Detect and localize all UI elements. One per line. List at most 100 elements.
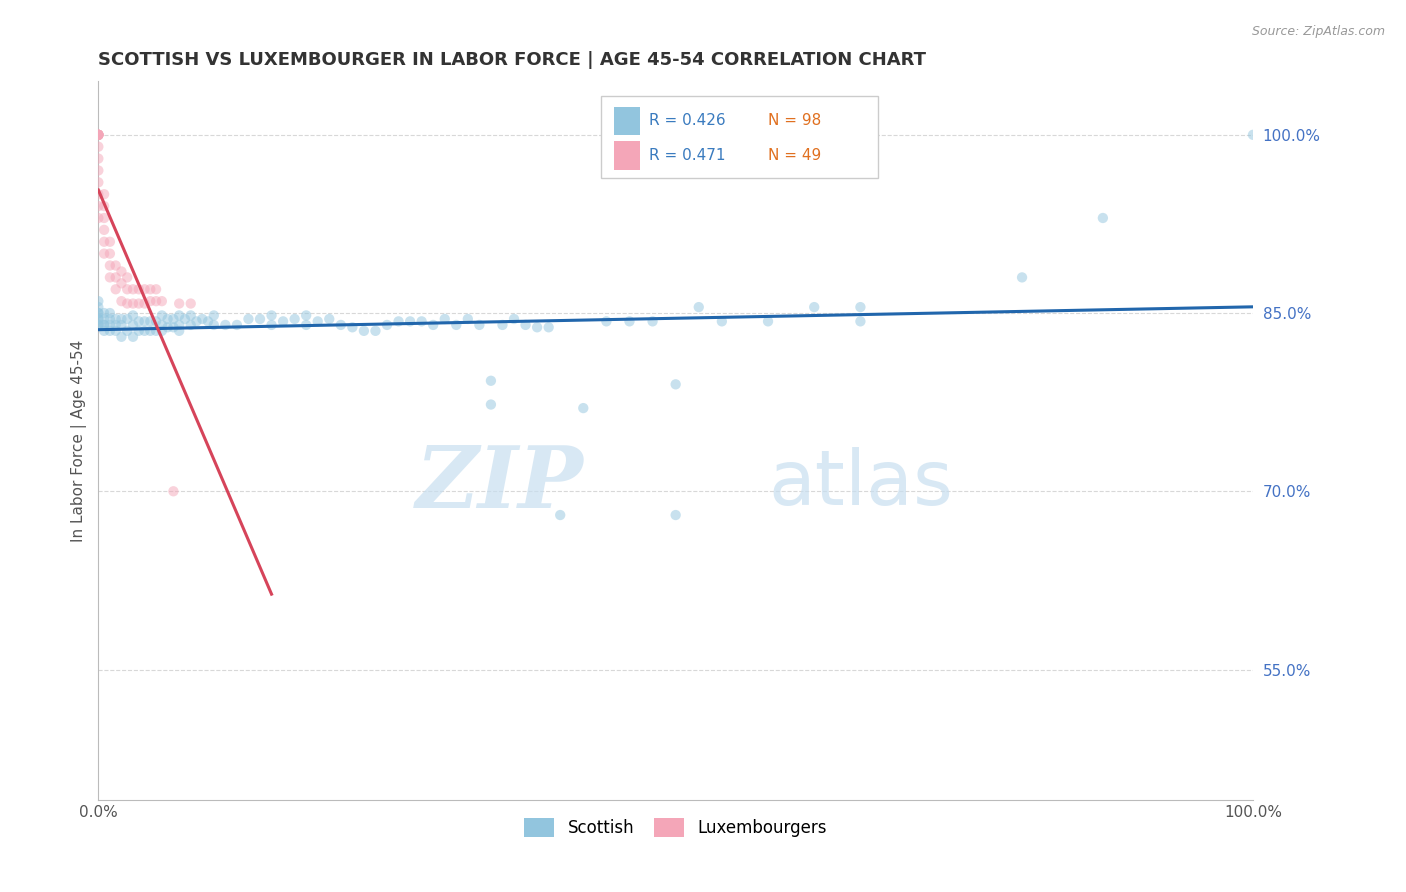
Point — [87, 318, 110, 332]
Point — [318, 312, 340, 326]
Point — [110, 318, 132, 332]
Point — [93, 306, 115, 320]
Point — [122, 296, 145, 310]
Point — [87, 318, 110, 332]
Point — [156, 320, 179, 334]
Point — [93, 324, 115, 338]
Point — [537, 320, 560, 334]
Point — [399, 314, 422, 328]
Point — [180, 296, 202, 310]
Point — [128, 282, 150, 296]
Point — [284, 312, 307, 326]
Point — [202, 318, 225, 332]
Point — [156, 312, 179, 326]
FancyBboxPatch shape — [614, 106, 640, 136]
Text: N = 98: N = 98 — [768, 113, 821, 128]
Text: atlas: atlas — [768, 447, 953, 521]
Text: N = 49: N = 49 — [768, 148, 821, 163]
Point — [128, 314, 150, 328]
Point — [87, 312, 110, 326]
Point — [167, 318, 190, 332]
Point — [134, 296, 156, 310]
Point — [457, 312, 479, 326]
Point — [479, 398, 502, 412]
Point — [387, 314, 409, 328]
Point — [87, 128, 110, 142]
Point — [180, 309, 202, 323]
Point — [87, 128, 110, 142]
Point — [342, 320, 364, 334]
FancyBboxPatch shape — [600, 95, 877, 178]
Point — [87, 187, 110, 202]
Point — [710, 314, 733, 328]
Point — [1091, 211, 1114, 225]
Point — [110, 330, 132, 344]
Point — [98, 246, 121, 260]
Point — [433, 312, 456, 326]
Point — [422, 318, 444, 332]
Point — [167, 309, 190, 323]
Point — [93, 318, 115, 332]
Point — [174, 312, 197, 326]
Point — [186, 314, 208, 328]
Point — [104, 259, 127, 273]
Point — [167, 296, 190, 310]
Point — [87, 128, 110, 142]
Point — [122, 282, 145, 296]
Point — [162, 484, 184, 499]
Point — [503, 312, 526, 326]
Point — [688, 300, 710, 314]
Point — [87, 175, 110, 189]
Point — [145, 314, 167, 328]
Point — [87, 294, 110, 309]
Point — [446, 318, 468, 332]
Point — [202, 309, 225, 323]
Text: Source: ZipAtlas.com: Source: ZipAtlas.com — [1251, 25, 1385, 38]
Point — [479, 374, 502, 388]
Point — [87, 128, 110, 142]
Point — [110, 294, 132, 309]
Point — [87, 300, 110, 314]
Text: R = 0.471: R = 0.471 — [650, 148, 725, 163]
Point — [104, 312, 127, 326]
Point — [515, 318, 537, 332]
Point — [93, 235, 115, 249]
Point — [98, 324, 121, 338]
Point — [87, 128, 110, 142]
Point — [295, 309, 318, 323]
Point — [468, 318, 491, 332]
Point — [98, 270, 121, 285]
Point — [411, 314, 433, 328]
Point — [122, 309, 145, 323]
Point — [134, 314, 156, 328]
Point — [93, 318, 115, 332]
Point — [93, 223, 115, 237]
Point — [375, 318, 398, 332]
Point — [122, 318, 145, 332]
Y-axis label: In Labor Force | Age 45-54: In Labor Force | Age 45-54 — [72, 340, 87, 542]
Point — [128, 296, 150, 310]
Point — [134, 282, 156, 296]
Point — [98, 312, 121, 326]
Point — [87, 199, 110, 213]
Point — [128, 324, 150, 338]
Point — [115, 282, 138, 296]
Point — [87, 163, 110, 178]
Point — [87, 211, 110, 225]
Point — [150, 309, 173, 323]
Point — [93, 199, 115, 213]
Point — [307, 314, 329, 328]
Point — [191, 312, 214, 326]
Point — [526, 320, 548, 334]
Point — [145, 324, 167, 338]
Point — [849, 314, 872, 328]
Point — [260, 309, 283, 323]
Point — [249, 312, 271, 326]
Point — [197, 314, 219, 328]
Point — [93, 211, 115, 225]
Point — [93, 246, 115, 260]
Point — [87, 128, 110, 142]
Point — [1011, 270, 1033, 285]
Point — [572, 401, 595, 416]
Point — [87, 139, 110, 153]
